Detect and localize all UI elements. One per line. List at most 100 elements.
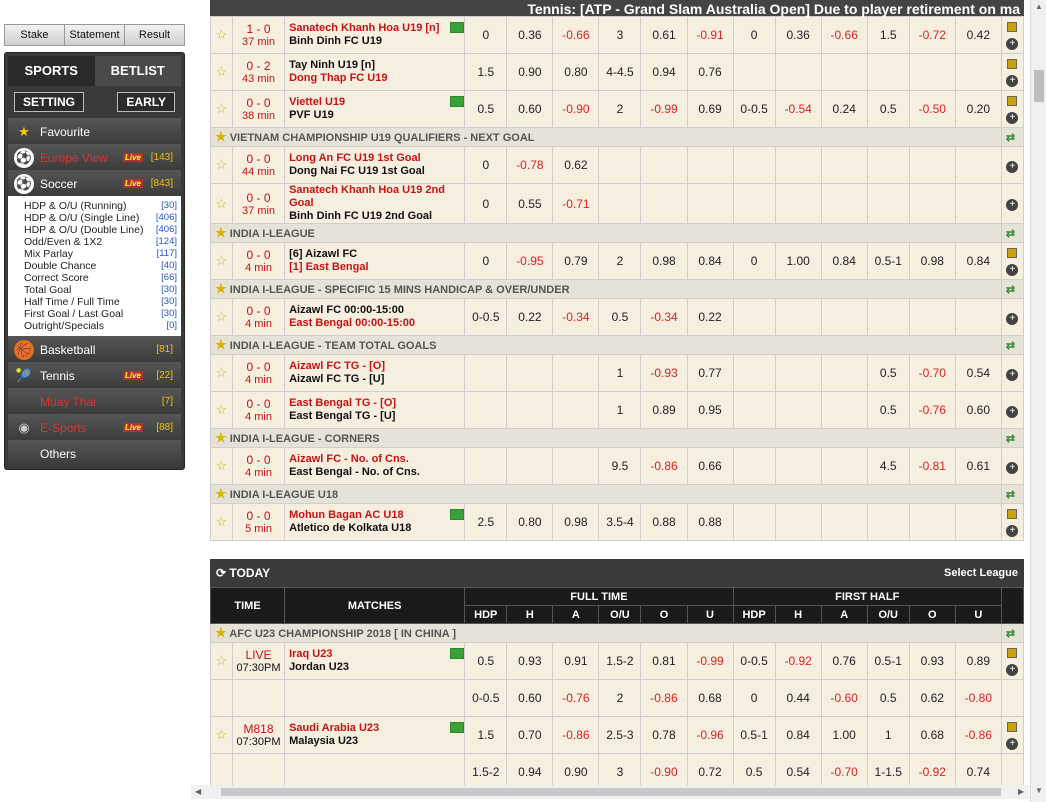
more-bets-icon[interactable]: + — [1006, 524, 1019, 537]
submenu-item[interactable]: Total Goal [30] — [24, 284, 177, 296]
odds-cell[interactable]: -0.86 — [640, 447, 688, 485]
odds-cell[interactable]: 0 — [464, 183, 508, 224]
refresh-icon[interactable]: ⇄ — [1005, 283, 1016, 296]
odds-cell[interactable]: 0-0.5 — [464, 679, 508, 717]
submenu-item[interactable]: Correct Score [66] — [24, 272, 177, 284]
odds-cell[interactable]: 0.84 — [954, 242, 1002, 280]
odds-cell[interactable]: 0 — [464, 146, 508, 184]
odds-cell[interactable]: 0 — [464, 242, 508, 280]
odds-cell[interactable]: 2.5 — [464, 503, 508, 541]
odds-cell[interactable]: 0.5 — [732, 753, 776, 791]
more-bets-icon[interactable]: + — [1006, 199, 1019, 211]
refresh-icon[interactable]: ⇄ — [1005, 432, 1016, 445]
stats-icon[interactable] — [1007, 95, 1018, 106]
odds-cell[interactable]: 0.60 — [506, 679, 554, 717]
odds-cell[interactable]: 0.79 — [552, 242, 600, 280]
more-bets-icon[interactable]: + — [1006, 461, 1019, 474]
odds-cell[interactable]: 0.5-1 — [866, 642, 910, 680]
stake-button[interactable]: Stake — [5, 25, 65, 45]
odds-cell[interactable]: 0.24 — [820, 90, 868, 128]
odds-cell[interactable]: 1.5 — [464, 716, 508, 754]
favourite-star-icon[interactable]: ☆ — [215, 653, 228, 668]
favourite-star-icon[interactable]: ☆ — [215, 402, 228, 417]
odds-cell[interactable]: -0.72 — [908, 16, 956, 54]
odds-cell[interactable]: 0.5 — [866, 679, 910, 717]
odds-cell[interactable]: 1.5-2 — [598, 642, 642, 680]
odds-cell[interactable]: -0.90 — [640, 753, 688, 791]
odds-cell[interactable]: 0.88 — [640, 503, 688, 541]
odds-cell[interactable]: 0.22 — [686, 298, 734, 336]
more-bets-icon[interactable]: + — [1006, 368, 1019, 381]
odds-cell[interactable]: -0.34 — [552, 298, 600, 336]
more-bets-icon[interactable]: + — [1006, 263, 1019, 276]
odds-cell[interactable]: 0.68 — [908, 716, 956, 754]
field-icon[interactable] — [450, 722, 465, 733]
odds-cell[interactable]: 0.61 — [640, 16, 688, 54]
odds-cell[interactable]: 0.70 — [506, 716, 554, 754]
favourite-star-icon[interactable]: ☆ — [215, 157, 228, 172]
odds-cell[interactable]: 0.84 — [686, 242, 734, 280]
odds-cell[interactable]: -0.92 — [774, 642, 822, 680]
field-icon[interactable] — [450, 509, 465, 520]
odds-cell[interactable]: 0.88 — [686, 503, 734, 541]
odds-cell[interactable]: 1.5 — [464, 53, 508, 91]
odds-cell[interactable]: 0.62 — [552, 146, 600, 184]
odds-cell[interactable]: 0.69 — [686, 90, 734, 128]
odds-cell[interactable]: 0.60 — [506, 90, 554, 128]
submenu-item[interactable]: Half Time / Full Time [30] — [24, 296, 177, 308]
odds-cell[interactable]: -0.66 — [552, 16, 600, 54]
favourite-star-icon[interactable]: ☆ — [215, 27, 228, 42]
odds-cell[interactable]: 2.5-3 — [598, 716, 642, 754]
stats-icon[interactable] — [1007, 21, 1018, 32]
favourite-star-icon[interactable]: ☆ — [215, 101, 228, 116]
odds-cell[interactable]: 0.5 — [866, 391, 910, 429]
odds-cell[interactable]: -0.99 — [686, 642, 734, 680]
odds-cell[interactable]: -0.71 — [552, 183, 600, 224]
refresh-icon[interactable]: ⇄ — [1005, 488, 1016, 501]
odds-cell[interactable]: -0.95 — [506, 242, 554, 280]
odds-cell[interactable]: -0.93 — [640, 354, 688, 392]
odds-cell[interactable]: 1-1.5 — [866, 753, 910, 791]
odds-cell[interactable]: 0.90 — [506, 53, 554, 91]
odds-cell[interactable]: 0.36 — [774, 16, 822, 54]
sidebar-item-b2[interactable]: Muay Thai [7] — [8, 388, 181, 414]
odds-cell[interactable]: -0.76 — [908, 391, 956, 429]
odds-cell[interactable]: 0.89 — [954, 642, 1002, 680]
sidebar-item-b3[interactable]: ◉ E-Sports Live [88] — [8, 414, 181, 440]
refresh-icon[interactable]: ⇄ — [1005, 627, 1016, 640]
odds-cell[interactable]: 0.94 — [506, 753, 554, 791]
odds-cell[interactable]: -0.50 — [908, 90, 956, 128]
tab-betlist[interactable]: BETLIST — [94, 56, 181, 86]
favourite-star-icon[interactable]: ★ — [215, 281, 227, 296]
result-button[interactable]: Result — [125, 25, 184, 45]
more-bets-icon[interactable]: + — [1006, 405, 1019, 418]
odds-cell[interactable]: 0 — [732, 242, 776, 280]
horizontal-scrollbar[interactable]: ◀ ▶ — [191, 785, 1030, 799]
more-bets-icon[interactable]: + — [1006, 737, 1019, 750]
odds-cell[interactable]: 1.00 — [774, 242, 822, 280]
odds-cell[interactable]: 0.84 — [820, 242, 868, 280]
odds-cell[interactable]: -0.70 — [908, 354, 956, 392]
favourite-star-icon[interactable]: ★ — [215, 430, 227, 445]
odds-cell[interactable]: -0.90 — [552, 90, 600, 128]
sidebar-item-a2[interactable]: ⚽ Soccer Live [843] — [8, 170, 181, 196]
odds-cell[interactable]: -0.86 — [552, 716, 600, 754]
more-bets-icon[interactable]: + — [1006, 663, 1019, 676]
odds-cell[interactable]: 0.80 — [506, 503, 554, 541]
sidebar-item-a1[interactable]: ⚽ Europe View Live [143] — [8, 144, 181, 170]
odds-cell[interactable]: 9.5 — [598, 447, 642, 485]
odds-cell[interactable]: 0.36 — [506, 16, 554, 54]
odds-cell[interactable]: -0.86 — [954, 716, 1002, 754]
more-bets-icon[interactable]: + — [1006, 160, 1019, 173]
odds-cell[interactable]: 0-0.5 — [464, 298, 508, 336]
odds-cell[interactable]: 0.54 — [774, 753, 822, 791]
odds-cell[interactable]: 0.44 — [774, 679, 822, 717]
odds-cell[interactable]: 0.94 — [640, 53, 688, 91]
odds-cell[interactable]: 0.74 — [954, 753, 1002, 791]
odds-cell[interactable]: -0.60 — [820, 679, 868, 717]
odds-cell[interactable]: 0.84 — [774, 716, 822, 754]
stats-icon[interactable] — [1007, 647, 1018, 658]
refresh-icon[interactable]: ⇄ — [1005, 339, 1016, 352]
odds-cell[interactable]: -0.76 — [552, 679, 600, 717]
favourite-star-icon[interactable]: ☆ — [215, 514, 228, 529]
